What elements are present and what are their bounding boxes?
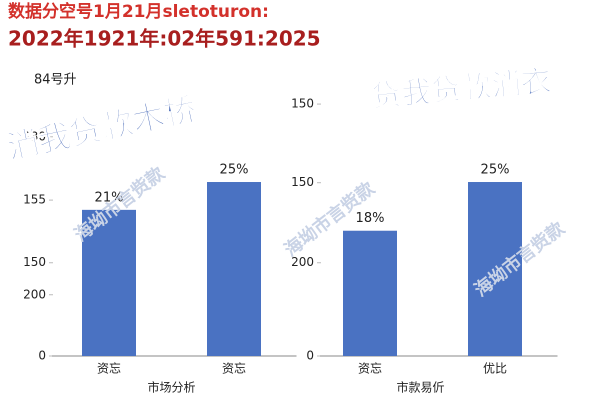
y-tick-label: 0 xyxy=(38,349,46,363)
y-tick-label: 200 xyxy=(291,255,314,269)
subtitle: 2022年1921年:02年591:2025 xyxy=(8,27,321,51)
y-tick-label: 150 xyxy=(291,97,314,111)
x-axis-label: 市场分析 xyxy=(147,380,195,395)
watermark-big: 淌我贷款木桥 xyxy=(4,90,200,167)
unit-note: 84号升 xyxy=(34,73,77,88)
y-tick-label: 200 xyxy=(23,287,46,301)
x-tick-label: 资忘 xyxy=(358,361,382,376)
data-label: 21% xyxy=(95,190,124,205)
x-tick-label: 资忘 xyxy=(222,361,246,376)
y-tick-label: 155 xyxy=(23,193,46,207)
data-label: 18% xyxy=(356,211,385,226)
x-tick-label: 优比 xyxy=(483,362,507,376)
data-label: 25% xyxy=(220,163,249,178)
watermark-big: 贷我贷款淌衣 xyxy=(370,64,552,115)
bar xyxy=(468,182,522,356)
y-tick-label: 150 xyxy=(23,255,46,269)
bar xyxy=(82,209,136,356)
y-tick-label: 230 xyxy=(23,129,46,143)
y-tick-label: 150 xyxy=(291,175,314,189)
x-axis-label: 市款易伒 xyxy=(396,380,444,395)
y-tick-label: 0 xyxy=(306,349,314,363)
x-tick-label: 资忘 xyxy=(97,361,121,376)
data-label: 25% xyxy=(481,163,510,178)
bar xyxy=(207,182,261,356)
bar xyxy=(343,230,397,356)
title: 数据分空号1月21月sletoturon: xyxy=(8,1,269,22)
